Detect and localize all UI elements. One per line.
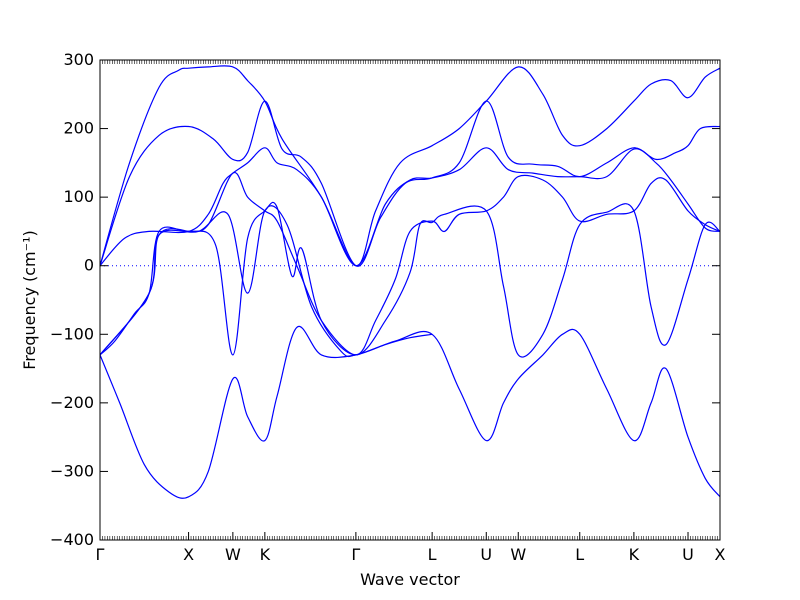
y-tick-label: −100	[50, 324, 94, 343]
x-tick-label: W	[510, 545, 526, 564]
x-tick-label: X	[183, 545, 194, 564]
y-ticks: −400 −300 −200 −100 0 100 200 300	[50, 50, 720, 549]
plot-background	[100, 60, 720, 540]
x-axis-label: Wave vector	[360, 570, 460, 589]
series-layer	[99, 65, 721, 499]
x-tick-label: K	[629, 545, 640, 564]
y-tick-label: 0	[84, 256, 94, 275]
x-tick-label: Γ	[96, 545, 105, 564]
band-6-line	[99, 325, 721, 499]
y-tick-label: −200	[50, 393, 94, 412]
band-5-line	[99, 201, 721, 358]
x-tick-label: W	[225, 545, 241, 564]
x-tick-label: L	[575, 545, 584, 564]
x-tick-label: L	[428, 545, 437, 564]
y-axis-label: Frequency (cm⁻¹)	[20, 230, 39, 369]
band-1-line	[99, 65, 721, 267]
plot-frame	[99, 59, 721, 541]
band-3-line	[99, 147, 721, 267]
x-tick-label: K	[260, 545, 271, 564]
y-tick-label: 200	[63, 119, 94, 138]
y-tick-label: −300	[50, 461, 94, 480]
x-tick-label: U	[682, 545, 694, 564]
minor-ticks	[99, 60, 721, 540]
x-tick-label: U	[480, 545, 492, 564]
y-tick-label: −400	[50, 530, 94, 549]
x-tick-label: X	[715, 545, 726, 564]
y-tick-label: 100	[63, 187, 94, 206]
band-7-line	[99, 205, 433, 358]
x-tick-label: Γ	[351, 545, 360, 564]
y-tick-label: 300	[63, 50, 94, 69]
